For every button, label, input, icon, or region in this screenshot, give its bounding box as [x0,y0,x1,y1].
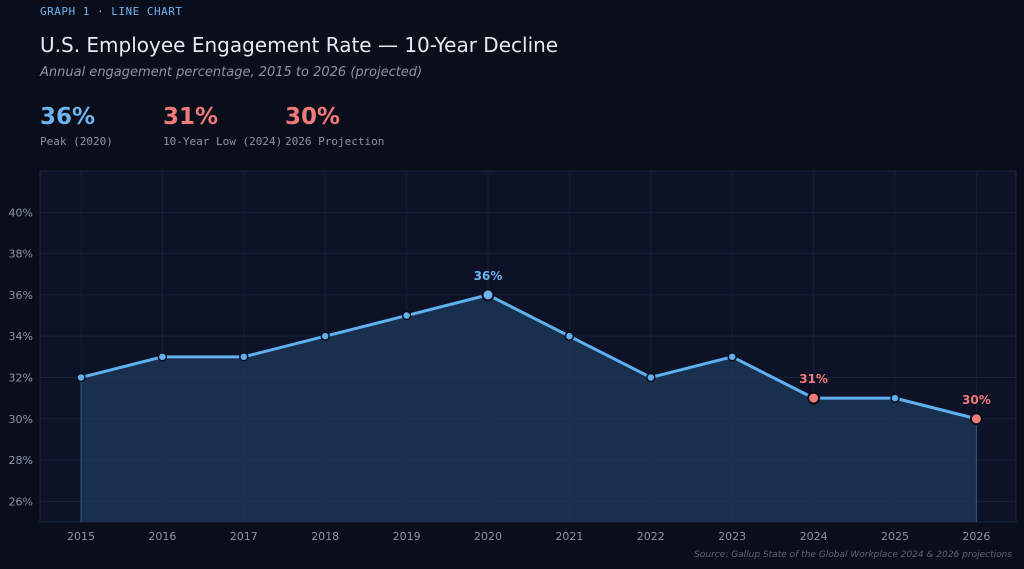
y-tick-label: 40% [9,206,33,219]
x-tick-label: 2020 [474,530,502,543]
stat-peak-label: Peak (2020) [40,135,113,148]
stat-low: 31% 10-Year Low (2024) [163,103,282,148]
y-tick-label: 30% [9,413,33,426]
x-tick-label: 2018 [311,530,339,543]
x-tick-label: 2019 [393,530,421,543]
source-note: Source: Gallup State of the Global Workp… [694,550,1012,560]
data-point-highlight [481,288,495,302]
area-fill [81,294,977,522]
data-label: 36% [474,269,503,283]
data-point [890,393,900,403]
y-tick-label: 38% [9,248,33,261]
data-point [401,310,412,321]
data-label: 30% [962,393,991,407]
x-tick-label: 2023 [718,530,746,543]
stat-peak: 36% Peak (2020) [40,103,113,148]
y-tick-label: 36% [9,289,33,302]
page-title: U.S. Employee Engagement Rate — 10-Year … [40,33,559,57]
stat-peak-value: 36% [40,104,96,130]
data-point [646,372,656,383]
y-tick-label: 34% [9,330,33,343]
data-point-highlight [969,412,983,426]
data-point-highlight [807,391,821,405]
stat-projection: 30% 2026 Projection [285,103,384,148]
stat-projection-value: 30% [285,104,341,130]
x-tick-label: 2024 [800,530,828,543]
graph-eyebrow: GRAPH 1 · LINE CHART [40,5,183,18]
data-label: 31% [799,372,828,386]
x-tick-label: 2022 [637,530,665,543]
page-subtitle: Annual engagement percentage, 2015 to 20… [40,65,423,80]
x-tick-label: 2015 [67,530,95,543]
x-tick-label: 2026 [962,530,990,543]
y-tick-label: 28% [9,454,33,467]
x-tick-label: 2025 [881,530,909,543]
x-tick-label: 2017 [230,530,258,543]
y-tick-label: 26% [9,495,33,508]
data-point [239,352,249,362]
x-tick-label: 2016 [148,530,176,543]
stat-projection-label: 2026 Projection [285,135,385,148]
y-tick-label: 32% [9,371,33,384]
data-point [320,331,330,341]
data-point [727,352,737,362]
data-point [76,372,86,383]
series-line [79,293,978,421]
stat-low-label: 10-Year Low (2024) [163,135,283,148]
data-point [564,331,575,341]
stat-low-value: 31% [163,104,219,130]
x-tick-label: 2021 [555,530,583,543]
data-point [157,352,168,362]
